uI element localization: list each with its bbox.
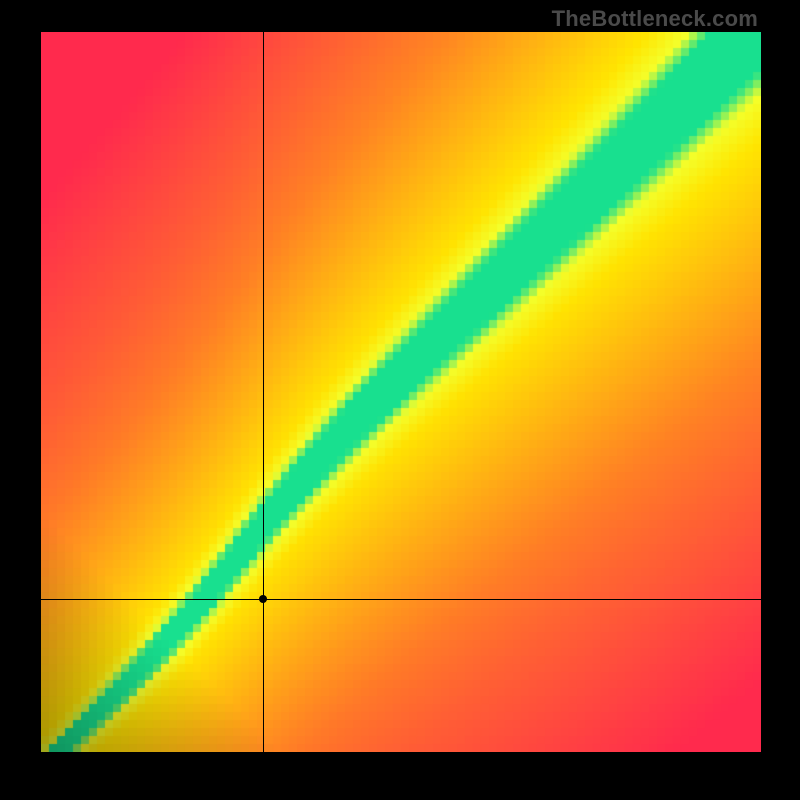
heatmap-canvas (41, 32, 761, 752)
watermark-text: TheBottleneck.com (552, 6, 758, 32)
crosshair-point (259, 595, 267, 603)
crosshair-vertical (263, 32, 264, 752)
crosshair-horizontal (41, 599, 761, 600)
chart-frame: TheBottleneck.com (0, 0, 800, 800)
